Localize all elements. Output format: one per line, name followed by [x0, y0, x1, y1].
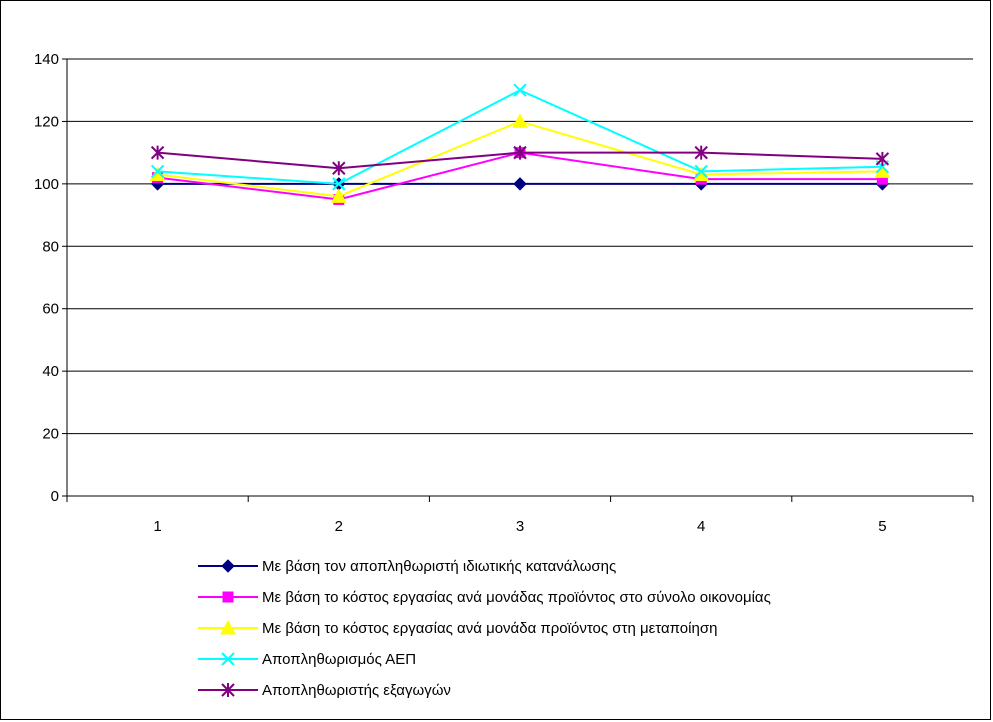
legend: Με βάση τον αποπληθωριστή ιδιωτικής κατα… — [198, 558, 771, 699]
legend-label: Με βάση το κόστος εργασίας ανά μονάδα πρ… — [262, 620, 717, 637]
legend-label: Αποπληθωρισμός ΑΕΠ — [262, 651, 416, 668]
series-5 — [150, 145, 890, 176]
axes: 0 20 40 60 80 100 120 140 1 2 3 4 5 — [34, 51, 974, 535]
data-point — [332, 177, 346, 191]
legend-entry-2: Με βάση το κόστος εργασίας ανά μονάδας π… — [198, 589, 771, 606]
data-point — [694, 164, 708, 179]
y-tick-label: 60 — [42, 301, 59, 318]
x-tick-label: 5 — [878, 518, 886, 535]
series-line-2 — [157, 151, 883, 201]
series-layer — [149, 83, 891, 205]
series-line-4 — [157, 89, 883, 185]
legend-entry-1: Με βάση τον αποπληθωριστή ιδιωτικής κατα… — [198, 558, 616, 575]
legend-label: Με βάση τον αποπληθωριστή ιδιωτικής κατα… — [262, 558, 616, 575]
legend-marker — [221, 559, 235, 573]
x-tick-label: 3 — [516, 518, 524, 535]
data-point — [513, 177, 527, 191]
series-3 — [149, 113, 891, 203]
legend-entry-4: Αποπληθωρισμός ΑΕΠ — [198, 651, 416, 668]
y-tick-label: 80 — [42, 238, 59, 255]
data-point — [150, 145, 165, 160]
legend-marker — [220, 619, 236, 635]
data-point — [694, 145, 708, 160]
data-point — [330, 188, 347, 203]
legend-label: Αποπληθωριστής εξαγωγών — [262, 682, 451, 699]
x-tick-label: 4 — [697, 518, 705, 535]
y-tick-label: 0 — [51, 488, 59, 505]
y-tick-label: 100 — [34, 176, 59, 193]
data-point — [513, 83, 527, 97]
legend-entry-3: Με βάση το κόστος εργασίας ανά μονάδα πρ… — [198, 619, 717, 637]
legend-marker — [221, 652, 235, 666]
y-tick-label: 120 — [34, 113, 59, 130]
legend-marker — [222, 591, 234, 603]
legend-entry-5: Αποπληθωριστής εξαγωγών — [198, 682, 451, 699]
series-4 — [150, 83, 890, 191]
y-tick-label: 140 — [34, 51, 59, 68]
y-tick-label: 40 — [42, 363, 59, 380]
legend-label: Με βάση το κόστος εργασίας ανά μονάδας π… — [262, 589, 771, 606]
legend-marker — [221, 683, 235, 697]
data-point — [512, 113, 528, 128]
data-point — [875, 151, 890, 166]
data-point — [513, 145, 527, 160]
data-point — [332, 161, 346, 176]
x-tick-label: 1 — [153, 518, 161, 535]
x-tick-label: 2 — [335, 518, 343, 535]
data-point — [150, 164, 165, 179]
y-tick-label: 20 — [42, 426, 59, 443]
